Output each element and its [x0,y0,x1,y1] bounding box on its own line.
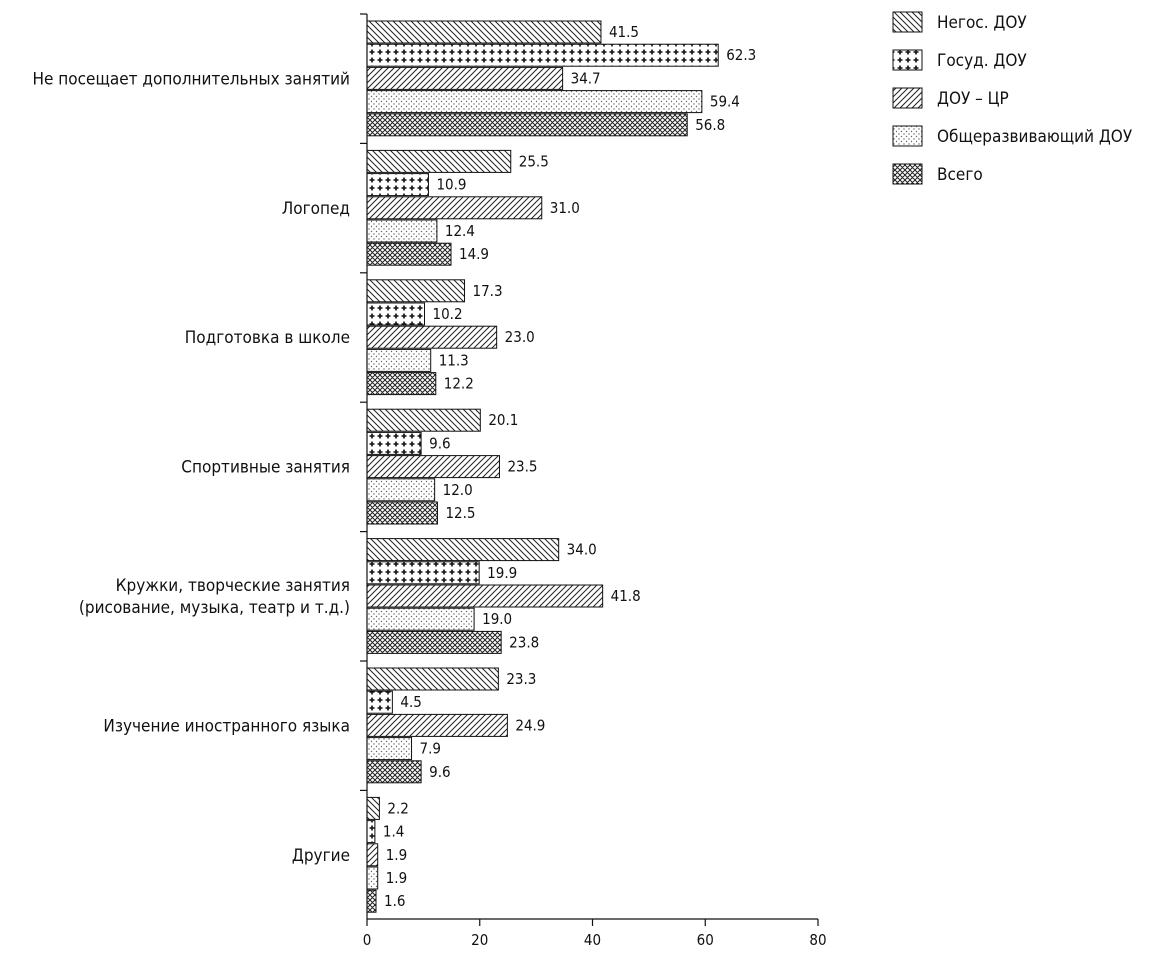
bar [366,196,543,220]
legend-swatch [892,125,923,147]
bar [366,584,604,608]
bar [366,43,719,67]
bar [366,796,380,820]
value-label: 14.9 [459,245,489,263]
x-tick-label: 0 [363,931,372,949]
value-label: 11.3 [439,351,469,369]
bar [366,372,437,396]
legend-swatch [892,87,923,109]
value-label: 17.3 [473,282,503,300]
bar [366,866,379,890]
bar [366,607,475,631]
bar [366,889,377,913]
bar [366,630,502,654]
bar [366,501,438,525]
bar [366,538,560,562]
value-label: 20.1 [488,411,518,429]
value-label: 19.0 [482,610,512,628]
category-label: Другие [292,846,350,866]
value-label: 1.9 [386,846,407,864]
value-label: 9.6 [429,763,450,781]
value-label: 59.4 [710,93,740,111]
value-label: 10.2 [433,305,463,323]
value-label: 25.5 [519,152,549,170]
category-label: Кружки, творческие занятия [116,576,350,596]
value-label: 41.5 [609,23,639,41]
bar [366,455,500,479]
x-tick-label: 40 [584,931,601,949]
value-label: 12.2 [444,375,474,393]
category-label: Подготовка в школе [185,328,350,348]
bar [366,173,429,197]
bar [366,737,413,761]
bar [366,219,438,243]
value-label: 12.0 [443,481,473,499]
legend-label: Общеразвивающий ДОУ [937,127,1133,147]
value-label: 23.0 [505,328,535,346]
bar [366,90,703,114]
x-tick-label: 60 [697,931,714,949]
bar [366,820,376,844]
bar [366,149,512,173]
value-label: 31.0 [550,199,580,217]
value-label: 24.9 [515,716,545,734]
value-label: 1.6 [384,892,405,910]
value-label: 23.8 [509,633,539,651]
bar [366,690,393,714]
bar [366,279,466,303]
category-label: Изучение иностранного языка [103,716,350,736]
bar [366,302,426,326]
legend-label: ДОУ – ЦР [937,89,1009,109]
value-label: 1.4 [383,823,404,841]
value-label: 9.6 [429,434,450,452]
value-label: 7.9 [420,740,441,758]
value-label: 23.3 [506,670,536,688]
value-label: 12.5 [445,504,475,522]
value-label: 34.0 [567,541,597,559]
category-label: (рисование, музыка, театр и т.д.) [79,598,350,618]
bar [366,242,452,266]
value-label: 34.7 [571,69,601,87]
bar [366,348,432,372]
value-label: 41.8 [611,587,641,605]
legend-label: Негос. ДОУ [937,13,1027,33]
bar [366,113,688,137]
value-label: 12.4 [445,222,475,240]
legend-swatch [892,163,923,185]
value-label: 19.9 [487,564,517,582]
category-label: Спортивные занятия [181,458,350,478]
bar [366,843,379,867]
bar [366,478,436,502]
legend-label: Всего [937,165,983,185]
value-label: 10.9 [436,176,466,194]
bar [366,561,480,585]
category-label: Не посещает дополнительных занятий [33,69,351,89]
legend-label: Госуд. ДОУ [937,51,1027,71]
legend-swatch [892,49,923,71]
value-label: 2.2 [387,799,408,817]
value-label: 62.3 [726,46,756,64]
value-label: 4.5 [400,693,421,711]
category-label: Логопед [282,199,350,219]
x-tick-label: 80 [809,931,826,949]
bar [366,713,508,737]
bar [366,66,564,90]
bar [366,20,602,44]
bar [366,408,481,432]
legend-swatch [892,11,923,33]
bar [366,667,499,691]
bar [366,760,422,784]
value-label: 56.8 [695,116,725,134]
bar [366,325,498,349]
value-label: 1.9 [386,869,407,887]
bar [366,431,422,455]
value-label: 23.5 [507,458,537,476]
x-tick-label: 20 [471,931,488,949]
